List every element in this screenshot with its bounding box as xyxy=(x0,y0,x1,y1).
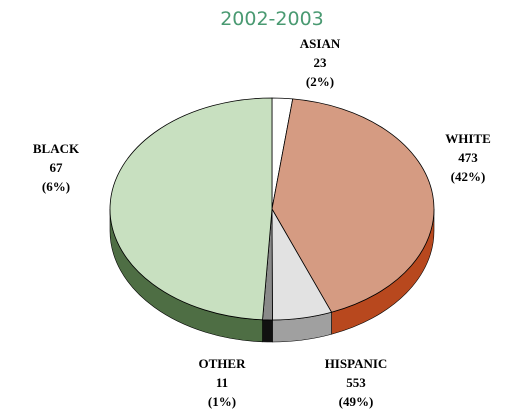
slice-side xyxy=(262,319,273,343)
slice-label: BLACK xyxy=(33,141,80,156)
slice-label: OTHER xyxy=(199,356,247,371)
slice-percent: (42%) xyxy=(451,169,486,184)
slice-percent: (1%) xyxy=(208,394,236,409)
slice-percent: (6%) xyxy=(42,179,70,194)
slice xyxy=(271,98,435,313)
slice-percent: (49%) xyxy=(339,394,374,409)
slice-value: 553 xyxy=(346,375,366,390)
slice xyxy=(109,97,273,321)
slice-label: ASIAN xyxy=(300,36,341,51)
chart-title: 2002-2003 xyxy=(220,8,324,30)
slice-label: WHITE xyxy=(445,131,491,146)
slice-value: 67 xyxy=(50,160,64,175)
slice-label: HISPANIC xyxy=(325,356,388,371)
slice-value: 23 xyxy=(314,55,328,70)
slice-value: 11 xyxy=(216,375,228,390)
slice-value: 473 xyxy=(458,150,478,165)
slice-percent: (2%) xyxy=(306,74,334,89)
